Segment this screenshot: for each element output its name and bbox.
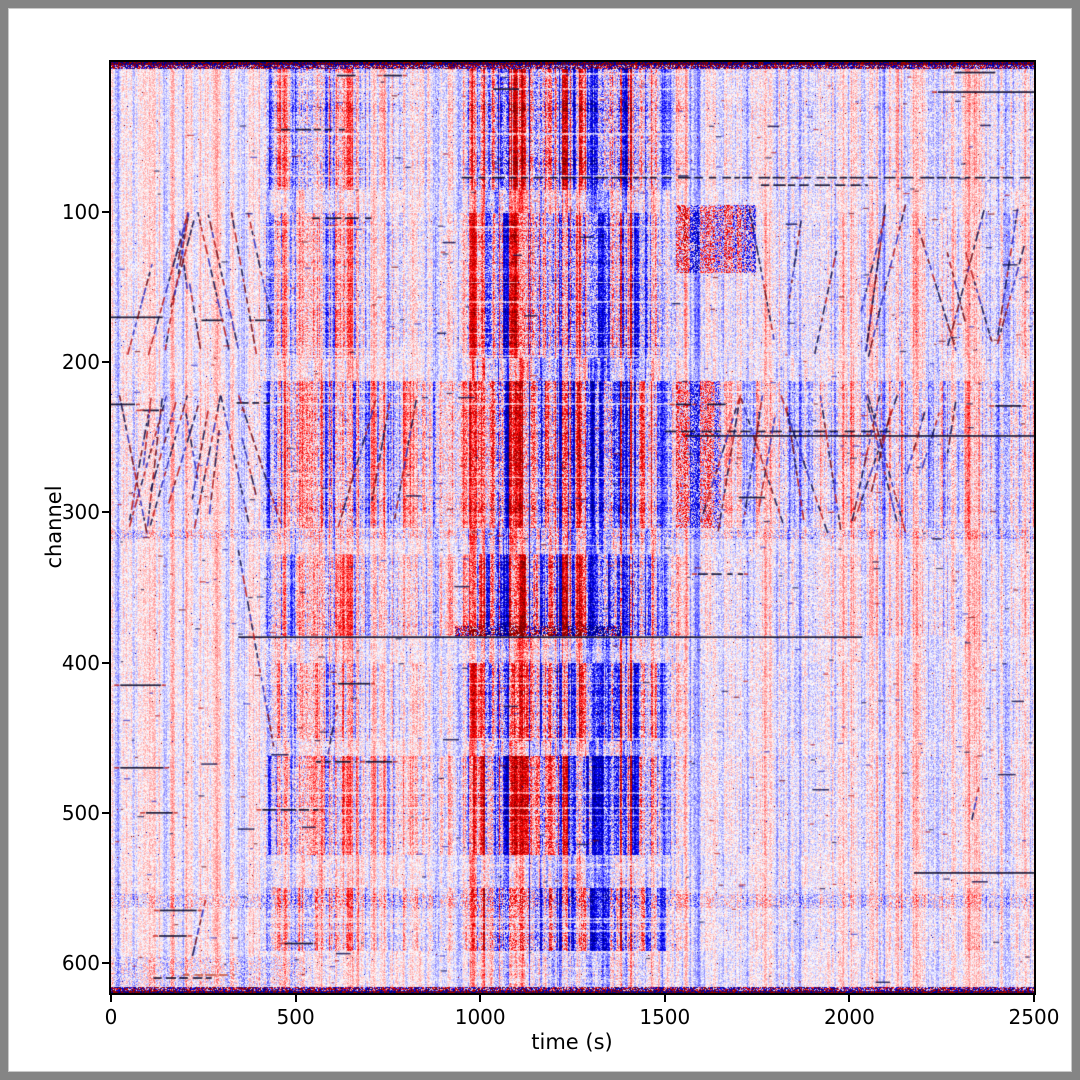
y-tick-mark: [102, 961, 109, 964]
heatmap-canvas: [111, 62, 1034, 993]
x-tick-label: 500: [276, 1005, 315, 1029]
x-tick-mark: [110, 995, 112, 1002]
x-tick-mark: [294, 995, 297, 1002]
x-axis-label: time (s): [531, 1030, 613, 1054]
y-tick-label: 100: [61, 200, 100, 225]
y-tick-label: 500: [61, 800, 100, 825]
y-tick-mark: [102, 811, 109, 814]
x-tick-label: 1000: [454, 1005, 506, 1029]
x-tick-mark: [479, 995, 482, 1002]
y-tick-mark: [102, 661, 109, 664]
x-tick-mark: [1033, 995, 1035, 1002]
y-axis-label: channel: [42, 485, 66, 569]
y-tick-mark: [102, 511, 109, 514]
y-tick-label: 200: [61, 350, 100, 375]
plot-frame: [109, 60, 1036, 995]
x-tick-label: 2000: [823, 1005, 875, 1029]
y-tick-mark: [102, 211, 109, 214]
x-tick-mark: [663, 995, 666, 1002]
y-tick-label: 400: [61, 650, 100, 675]
x-tick-label: 0: [104, 1005, 118, 1029]
x-tick-label: 1500: [639, 1005, 691, 1029]
y-tick-label: 600: [61, 950, 100, 975]
y-tick-mark: [102, 361, 109, 364]
x-tick-mark: [848, 995, 851, 1002]
x-tick-label: 2500: [1008, 1005, 1060, 1029]
y-tick-label: 300: [61, 500, 100, 525]
